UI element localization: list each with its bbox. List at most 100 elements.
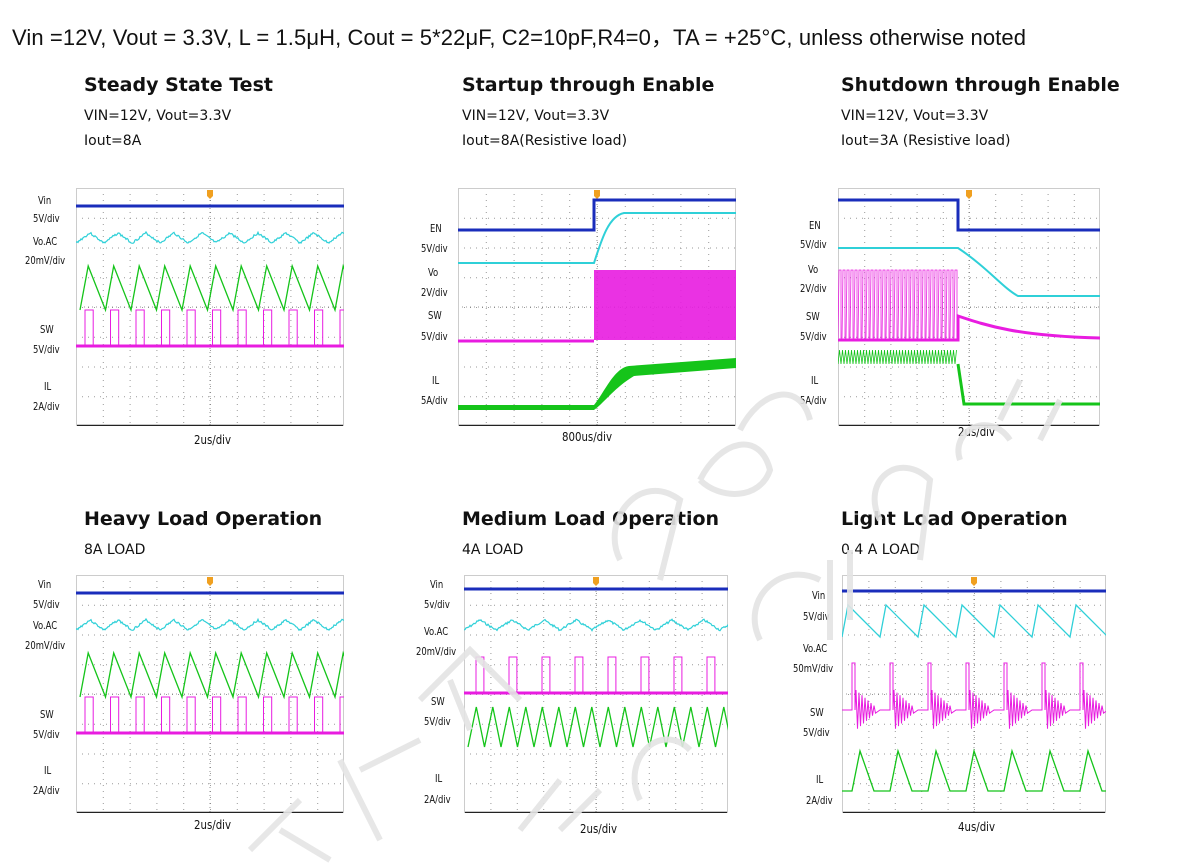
scope-grid — [76, 188, 341, 423]
panel-title-medium-load: Medium Load Operation — [462, 508, 720, 530]
channel-scale: 5V/div — [421, 242, 448, 255]
panel-subtitle: VIN=12V, Vout=3.3V — [84, 108, 232, 124]
channel-label: Vo.AC — [33, 619, 58, 632]
channel-scale: 5V/div — [800, 238, 827, 251]
channel-label: EN — [809, 219, 821, 232]
channel-scale: 5A/div — [421, 394, 448, 407]
channel-scale: 5V/div — [33, 598, 60, 611]
trace-inductor-current — [79, 650, 344, 700]
panel-title-startup: Startup through Enable — [462, 74, 715, 96]
channel-scale: 5v/div — [424, 598, 450, 611]
channel-scale: 5V/div — [33, 728, 60, 741]
trace-vout-ripple — [76, 230, 344, 245]
channel-label: Vo — [428, 266, 439, 279]
scope-plot — [464, 575, 728, 813]
channel-label: SW — [40, 323, 54, 336]
channel-label: IL — [44, 380, 52, 393]
channel-scale: 20mV/div — [25, 254, 66, 267]
scope-screen-shutdown — [838, 188, 1100, 426]
channel-scale: 5A/div — [800, 394, 827, 407]
channel-scale: 2A/div — [33, 784, 60, 797]
trace-inductor-current — [458, 358, 736, 410]
trace-vout — [838, 247, 1100, 297]
panel-subtitle: Iout=8A(Resistive load) — [462, 133, 628, 149]
trigger-marker — [966, 190, 972, 199]
channel-label: IL — [435, 772, 443, 785]
panel-subtitle: 4A LOAD — [462, 542, 524, 558]
time-per-div: 2us/div — [194, 818, 232, 832]
time-per-div: 4us/div — [958, 820, 996, 834]
channel-scale: 5V/div — [803, 726, 830, 739]
scope-plot — [76, 188, 344, 426]
trigger-marker — [594, 190, 600, 199]
trigger-marker — [207, 577, 213, 586]
channel-label: SW — [431, 695, 445, 708]
panel-title-heavy-load: Heavy Load Operation — [84, 508, 323, 530]
channel-scale: 2V/div — [421, 286, 448, 299]
panel-subtitle: VIN=12V, Vout=3.3V — [841, 108, 989, 124]
channel-label: SW — [428, 309, 442, 322]
trace-vout-ripple — [464, 618, 728, 632]
channel-scale: 20mV/div — [25, 639, 66, 652]
trace-switch-node — [838, 269, 958, 339]
trigger-marker — [593, 577, 599, 586]
channel-scale: 5V/div — [33, 343, 60, 356]
time-per-div: 2us/div — [958, 425, 996, 439]
trigger-marker — [971, 577, 977, 586]
channel-scale: 50mV/div — [793, 662, 834, 675]
channel-scale: 5V/div — [33, 212, 60, 225]
trace-inductor-current — [79, 263, 344, 313]
channel-label: IL — [432, 374, 440, 387]
time-per-div: 2us/div — [194, 433, 232, 447]
trace-inductor-current — [467, 706, 728, 748]
trace-inductor-current — [838, 349, 957, 365]
trace-vout — [458, 212, 736, 264]
channel-scale: 2A/div — [33, 400, 60, 413]
channel-label: SW — [806, 310, 820, 323]
channel-label: Vo.AC — [803, 642, 828, 655]
channel-label: Vo — [808, 263, 819, 276]
panel-title-steady-state: Steady State Test — [84, 74, 273, 96]
panel-subtitle: Iout=8A — [84, 133, 142, 149]
channel-label: IL — [816, 773, 824, 786]
trace-switch-node — [594, 270, 736, 340]
scope-screen-startup — [458, 188, 736, 426]
channel-label: Vo.AC — [424, 625, 449, 638]
panel-subtitle: Iout=3A (Resistive load) — [841, 133, 1011, 149]
scope-plot — [842, 575, 1106, 813]
channel-label: Vin — [430, 578, 444, 591]
channel-scale: 5V/div — [803, 610, 830, 623]
trace-enable — [838, 198, 1100, 232]
channel-scale: 2A/div — [424, 793, 451, 806]
channel-label: SW — [40, 708, 54, 721]
trace-switch-node — [842, 662, 1106, 729]
panel-subtitle: VIN=12V, Vout=3.3V — [462, 108, 610, 124]
channel-scale: 5V/div — [424, 715, 451, 728]
panel-title-shutdown: Shutdown through Enable — [841, 74, 1120, 96]
channel-label: Vin — [38, 194, 52, 207]
channel-scale: 20mV/div — [416, 645, 457, 658]
scope-screen-medium-load — [464, 575, 728, 813]
channel-label: Vo.AC — [33, 235, 58, 248]
test-conditions-header: Vin =12V, Vout = 3.3V, L = 1.5μH, Cout =… — [12, 25, 1027, 50]
panel-subtitle: 0.4 A LOAD — [841, 542, 921, 558]
channel-scale: 2A/div — [806, 794, 833, 807]
trace-switch-node — [76, 309, 344, 347]
channel-label: Vin — [38, 578, 52, 591]
time-per-div: 2us/div — [580, 822, 618, 836]
scope-screen-steady-state — [76, 188, 344, 426]
scope-grid — [842, 575, 1101, 810]
trace-vout-ripple — [76, 617, 344, 632]
panel-title-light-load: Light Load Operation — [841, 508, 1068, 530]
channel-scale: 2V/div — [800, 282, 827, 295]
scope-screen-light-load — [842, 575, 1106, 813]
scope-plot — [76, 575, 344, 813]
scope-screen-heavy-load — [76, 575, 344, 813]
channel-scale: 5V/div — [421, 330, 448, 343]
trace-vout-ripple — [842, 603, 1106, 639]
channel-label: IL — [44, 764, 52, 777]
channel-label: IL — [811, 374, 819, 387]
trace-enable — [458, 198, 736, 232]
scope-plot — [458, 188, 736, 426]
panel-subtitle: 8A LOAD — [84, 542, 146, 558]
